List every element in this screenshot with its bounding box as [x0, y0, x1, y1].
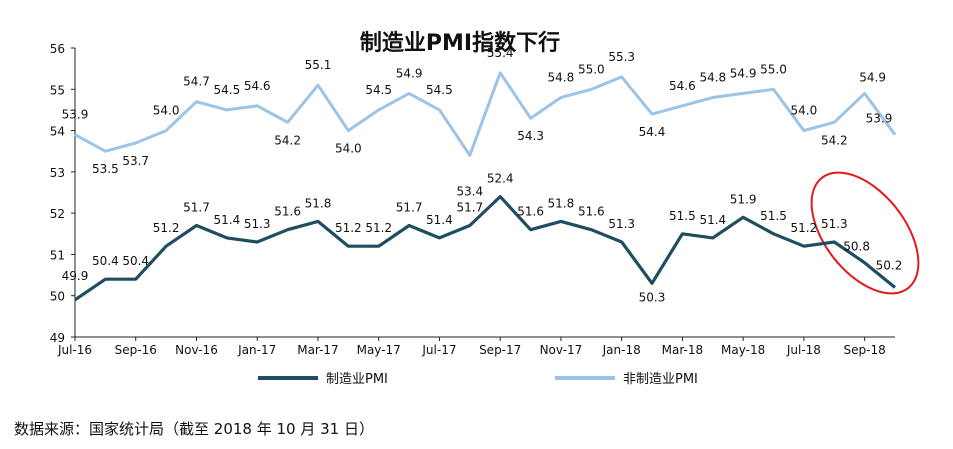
data-label-non-manufacturing: 53.5 [92, 162, 119, 176]
data-label-manufacturing: 50.8 [843, 240, 870, 254]
data-label-non-manufacturing: 54.9 [859, 70, 886, 84]
data-label-manufacturing: 51.4 [699, 213, 726, 227]
data-label-non-manufacturing: 55.4 [487, 46, 514, 60]
y-tick-label: 50 [50, 290, 65, 304]
series-layer [74, 71, 897, 302]
data-label-non-manufacturing: 54.6 [244, 79, 271, 93]
data-label-manufacturing: 51.3 [821, 217, 848, 231]
x-tick-label: May-17 [357, 343, 401, 357]
data-label-manufacturing: 51.6 [578, 205, 605, 219]
data-label-manufacturing: 51.4 [214, 213, 241, 227]
data-label-non-manufacturing: 54.0 [153, 104, 180, 118]
chart-title: 制造业PMI指数下行 [360, 30, 560, 56]
data-label-manufacturing: 51.6 [274, 205, 301, 219]
data-label-manufacturing: 51.7 [396, 201, 423, 215]
x-tick-label: Sep-17 [479, 343, 521, 357]
data-label-manufacturing: 51.2 [153, 221, 180, 235]
data-label-manufacturing: 51.9 [730, 192, 757, 206]
x-tick-label: May-18 [721, 343, 765, 357]
data-label-manufacturing: 51.2 [365, 221, 392, 235]
data-label-manufacturing: 50.3 [639, 290, 666, 304]
data-label-manufacturing: 51.2 [335, 221, 362, 235]
x-tick-label: Mar-17 [297, 343, 338, 357]
y-tick-label: 56 [50, 42, 65, 56]
x-tick-label: Jan-18 [602, 343, 641, 357]
data-label-manufacturing: 50.4 [122, 254, 149, 268]
data-label-non-manufacturing: 54.0 [335, 142, 362, 156]
series-line-manufacturing [74, 195, 897, 302]
data-label-manufacturing: 51.5 [669, 209, 696, 223]
y-tick-label: 54 [50, 125, 65, 139]
x-tick-label: Jul-16 [57, 343, 92, 357]
data-label-manufacturing: 51.7 [183, 201, 210, 215]
data-label-non-manufacturing: 53.7 [122, 154, 149, 168]
data-label-non-manufacturing: 54.8 [699, 71, 726, 85]
data-label-non-manufacturing: 54.2 [821, 133, 848, 147]
y-tick-label: 53 [50, 166, 65, 180]
data-label-non-manufacturing: 54.5 [365, 83, 392, 97]
data-label-manufacturing: 49.9 [62, 269, 89, 283]
data-label-non-manufacturing: 55.1 [305, 58, 332, 72]
series-line-non-manufacturing [74, 71, 897, 157]
data-label-non-manufacturing: 54.6 [669, 79, 696, 93]
y-tick-label: 51 [50, 248, 65, 262]
data-label-manufacturing: 51.3 [608, 217, 635, 231]
x-tick-label: Jul-17 [421, 343, 456, 357]
data-label-manufacturing: 50.2 [876, 259, 903, 273]
legend: 制造业PMI 非制造业PMI [258, 372, 698, 387]
data-label-manufacturing: 51.8 [548, 196, 575, 210]
data-label-non-manufacturing: 54.4 [639, 125, 666, 139]
data-label-non-manufacturing: 54.7 [183, 75, 210, 89]
data-label-manufacturing: 51.2 [791, 221, 818, 235]
data-label-non-manufacturing: 55.0 [578, 62, 605, 76]
data-label-non-manufacturing: 54.3 [517, 129, 544, 143]
data-label-manufacturing: 51.4 [426, 213, 453, 227]
legend-label-manufacturing: 制造业PMI [326, 372, 388, 387]
data-label-non-manufacturing: 54.9 [730, 66, 757, 80]
data-label-manufacturing: 50.4 [92, 254, 119, 268]
data-label-non-manufacturing: 53.9 [62, 108, 89, 122]
data-label-non-manufacturing: 53.4 [456, 184, 483, 198]
data-label-non-manufacturing: 55.0 [760, 62, 787, 76]
x-tick-label: Mar-18 [662, 343, 703, 357]
annotation-layer [810, 171, 920, 295]
data-label-manufacturing: 51.5 [760, 209, 787, 223]
data-label-non-manufacturing: 54.9 [396, 66, 423, 80]
data-label-non-manufacturing: 54.5 [426, 83, 453, 97]
data-label-non-manufacturing: 53.9 [866, 112, 893, 126]
legend-label-non-manufacturing: 非制造业PMI [623, 372, 698, 387]
source-note: 数据来源：国家统计局（截至 2018 年 10 月 31 日） [14, 420, 374, 438]
data-label-non-manufacturing: 54.0 [791, 104, 818, 118]
axes: 49 50 51 52 53 54 55 56 Jul-16 Sep-16 Nov-16 Jan-17… [50, 42, 895, 357]
data-label-manufacturing: 51.7 [456, 201, 483, 215]
data-label-manufacturing: 51.3 [244, 217, 271, 231]
data-label-manufacturing: 51.6 [517, 205, 544, 219]
x-tick-label: Nov-17 [540, 343, 583, 357]
data-label-non-manufacturing: 54.8 [548, 71, 575, 85]
x-tick-label: Jan-17 [237, 343, 276, 357]
x-tick-label: Nov-16 [175, 343, 218, 357]
data-label-manufacturing: 51.8 [305, 196, 332, 210]
data-labels: 49.950.4 50.451.251.751.4 51.351.651.851.2… [62, 46, 903, 304]
x-tick-label: Sep-18 [844, 343, 886, 357]
data-label-non-manufacturing: 54.5 [214, 83, 241, 97]
highlight-ellipse [810, 171, 920, 295]
y-tick-label: 55 [50, 83, 65, 97]
y-tick-label: 52 [50, 207, 65, 221]
data-label-manufacturing: 52.4 [487, 172, 514, 186]
data-label-non-manufacturing: 54.2 [274, 133, 301, 147]
x-tick-label: Sep-16 [115, 343, 157, 357]
data-label-non-manufacturing: 55.3 [608, 50, 635, 64]
pmi-line-chart: 制造业PMI指数下行 49 50 51 52 53 54 55 56 Jul-16 Sep-16 N… [50, 30, 920, 387]
x-tick-label: Jul-18 [786, 343, 821, 357]
y-tick-label: 49 [50, 331, 65, 345]
